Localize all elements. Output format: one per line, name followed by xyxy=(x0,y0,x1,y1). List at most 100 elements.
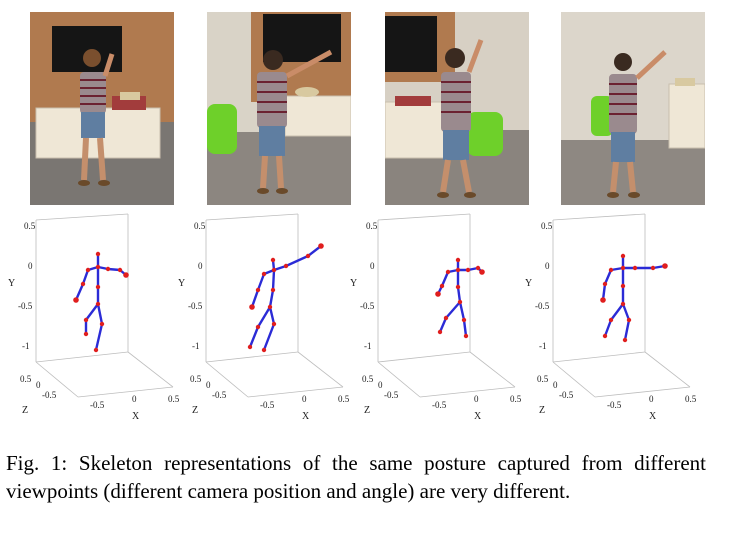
plot-1-tick-z-0: 0.5 xyxy=(20,374,32,384)
plot-2-label-z: Z xyxy=(192,405,198,416)
skeleton-joint-sp xyxy=(455,284,461,290)
skeleton-plot-4-svg: 0.5 0 -0.5 -1 Y 0.5 0 -0.5 Z -0.5 0 0.5 … xyxy=(525,213,697,422)
skeleton-joint-neck xyxy=(455,267,461,273)
skeleton-joint-rf xyxy=(83,331,89,337)
skeleton-bone-ls-le xyxy=(284,254,310,268)
plot-1-box xyxy=(35,213,174,398)
skeleton-bone-hip-lk xyxy=(96,302,104,326)
photo-view-4-image xyxy=(561,12,705,205)
skeleton-joint-hip xyxy=(620,301,626,307)
plot-1-tick-z-1: 0 xyxy=(36,380,41,390)
photo-view-2-image xyxy=(207,12,351,205)
skeleton-plot-3: 0.5 0 -0.5 -1 Y 0.5 0 -0.5 Z -0.5 0 0.5 … xyxy=(350,212,522,422)
skeleton-joint-head xyxy=(95,251,101,257)
skeleton-joint-rf xyxy=(602,333,608,339)
skeleton-joint-rk xyxy=(443,315,449,321)
plot-1-tick-y-2: -0.5 xyxy=(18,301,33,311)
plot-2-label-y: Y xyxy=(178,278,185,289)
skeleton-joint-lk xyxy=(461,317,467,323)
skeleton-bone-lk-lf xyxy=(94,322,104,352)
skeleton-bone-hip-rk xyxy=(256,305,272,329)
skeleton-joint-lf xyxy=(93,347,99,353)
plot-2-tick-x-2: 0.5 xyxy=(338,394,350,404)
skeleton-joint-sp xyxy=(270,287,276,293)
plot-4-tick-z-0: 0.5 xyxy=(537,374,549,384)
skeleton-joint-hip xyxy=(95,301,101,307)
skeleton-bone-rs-re xyxy=(256,272,266,292)
plot-4-tick-y-0: 0.5 xyxy=(541,221,553,231)
skeleton-joint-rh xyxy=(249,304,255,310)
plot-2-tick-x-0: -0.5 xyxy=(260,400,275,410)
plot-4-tick-x-1: 0 xyxy=(649,394,654,404)
plot-4-tick-y-2: -0.5 xyxy=(535,301,550,311)
plot-2-tick-y-3: -1 xyxy=(192,341,200,351)
plot-3-box xyxy=(377,213,516,398)
skeleton-joint-rf xyxy=(247,344,253,350)
skeleton-bone-re-rh xyxy=(74,282,85,302)
plot-3-tick-y-0: 0.5 xyxy=(366,221,378,231)
figure-caption: Fig. 1: Skeleton representations of the … xyxy=(6,451,706,503)
plot-2-skeleton xyxy=(247,243,324,353)
photo-view-1-image xyxy=(30,12,174,205)
skeleton-bone-hip-lk xyxy=(458,300,466,322)
skeleton-bone-neck-sp xyxy=(271,268,276,292)
plot-3-tick-z-2: -0.5 xyxy=(384,390,399,400)
plot-3-skeleton xyxy=(435,257,485,339)
skeleton-joint-neck xyxy=(620,265,626,271)
skeleton-joint-re xyxy=(602,281,608,287)
skeleton-joint-head xyxy=(270,257,276,263)
photo-view-3 xyxy=(385,12,529,205)
skeleton-joint-lh xyxy=(318,243,324,249)
skeleton-plot-4: 0.5 0 -0.5 -1 Y 0.5 0 -0.5 Z -0.5 0 0.5 … xyxy=(525,212,697,422)
plot-1-label-y: Y xyxy=(8,278,15,289)
skeleton-joint-rs xyxy=(261,271,267,277)
skeleton-bone-sp-hip xyxy=(268,288,275,309)
skeleton-plot-2-svg: 0.5 0 -0.5 -1 Y 0.5 0 -0.5 Z -0.5 0 0.5 … xyxy=(178,213,350,422)
skeleton-bone-sp-hip xyxy=(456,285,462,304)
skeleton-joint-rk xyxy=(255,324,261,330)
skeleton-joint-re xyxy=(439,283,445,289)
plot-4-label-x: X xyxy=(649,411,657,422)
plot-3-tick-z-1: 0 xyxy=(378,380,383,390)
skeleton-joint-ls xyxy=(283,263,289,269)
plot-2-tick-z-1: 0 xyxy=(206,380,211,390)
plot-3-label-z: Z xyxy=(364,405,370,416)
skeleton-bone-rk-rf xyxy=(248,325,260,349)
plot-1-tick-y-0: 0.5 xyxy=(24,221,36,231)
skeleton-joint-lf xyxy=(622,337,628,343)
plot-3-tick-y-3: -1 xyxy=(364,341,372,351)
skeleton-joint-sp xyxy=(620,283,626,289)
plot-1-tick-y-3: -1 xyxy=(22,341,30,351)
skeleton-joint-rk xyxy=(83,317,89,323)
skeleton-joint-lk xyxy=(271,321,277,327)
skeleton-plot-3-svg: 0.5 0 -0.5 -1 Y 0.5 0 -0.5 Z -0.5 0 0.5 … xyxy=(350,213,522,422)
skeleton-bone-rs-re xyxy=(440,270,450,288)
photo-view-1 xyxy=(30,12,174,205)
skeleton-joint-hip xyxy=(267,304,273,310)
plot-2-box xyxy=(205,213,344,398)
skeleton-plot-2: 0.5 0 -0.5 -1 Y 0.5 0 -0.5 Z -0.5 0 0.5 … xyxy=(178,212,350,422)
skeleton-joint-rh xyxy=(73,297,79,303)
plot-3-tick-x-1: 0 xyxy=(474,394,479,404)
skeleton-bone-lk-lf xyxy=(623,318,631,342)
skeleton-joint-le xyxy=(475,265,481,271)
skeleton-joint-lk xyxy=(626,317,632,323)
plot-2-tick-y-1: 0 xyxy=(198,261,203,271)
skeleton-joint-lh xyxy=(123,272,129,278)
skeleton-bone-lk-lf xyxy=(262,322,276,352)
plot-3-tick-y-1: 0 xyxy=(370,261,375,271)
skeleton-joint-le xyxy=(117,267,123,273)
skeleton-joint-ls xyxy=(465,267,471,273)
skeleton-joint-neck xyxy=(95,264,101,270)
skeleton-joint-rs xyxy=(445,269,451,275)
skeleton-joint-rh xyxy=(600,297,606,303)
plot-1-tick-x-0: -0.5 xyxy=(90,400,105,410)
skeleton-joint-lh xyxy=(479,269,485,275)
skeleton-joint-head xyxy=(455,257,461,263)
skeleton-joint-lk xyxy=(99,321,105,327)
plot-2-tick-x-1: 0 xyxy=(302,394,307,404)
plot-3-tick-x-0: -0.5 xyxy=(432,400,447,410)
plot-4-tick-x-2: 0.5 xyxy=(685,394,697,404)
plot-3-tick-z-0: 0.5 xyxy=(362,374,374,384)
skeleton-joint-rs xyxy=(85,267,91,273)
